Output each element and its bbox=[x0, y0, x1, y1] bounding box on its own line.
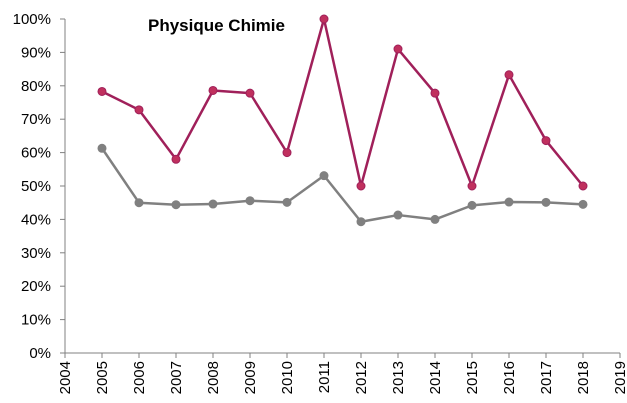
series-1-point bbox=[578, 181, 588, 191]
y-tick-label: 60% bbox=[21, 145, 51, 162]
x-tick-label: 2006 bbox=[131, 361, 148, 394]
series-1-line bbox=[101, 17, 584, 188]
x-tick-label: 2014 bbox=[427, 361, 444, 394]
series-1-point bbox=[319, 14, 329, 24]
data-series bbox=[97, 14, 588, 227]
series-2-line bbox=[100, 147, 584, 223]
series-2-point bbox=[356, 217, 366, 227]
series-1-point bbox=[541, 136, 551, 146]
x-tick-label: 2008 bbox=[205, 361, 222, 394]
series-1-point bbox=[467, 181, 477, 191]
x-tick-label: 2017 bbox=[538, 361, 555, 394]
series-2-point bbox=[245, 196, 255, 206]
series-2-point bbox=[430, 214, 440, 224]
x-tick-label: 2010 bbox=[279, 361, 296, 394]
x-tick-label: 2004 bbox=[57, 361, 74, 394]
x-tick-label: 2009 bbox=[242, 361, 259, 394]
x-tick-label: 2018 bbox=[575, 361, 592, 394]
series-2-point bbox=[578, 199, 588, 209]
series-2-point bbox=[282, 197, 292, 207]
series-2-point bbox=[504, 197, 514, 207]
series-2-point bbox=[97, 143, 107, 153]
series-1-point bbox=[356, 181, 366, 191]
y-tick-label: 70% bbox=[21, 111, 51, 128]
x-tick-label: 2013 bbox=[390, 361, 407, 394]
y-tick-label: 30% bbox=[21, 245, 51, 262]
x-tick-label: 2005 bbox=[94, 361, 111, 394]
series-2-point bbox=[134, 198, 144, 208]
series-2-point bbox=[319, 171, 329, 181]
x-tick-label: 2007 bbox=[168, 361, 185, 394]
series-1-point bbox=[134, 105, 144, 115]
y-tick-label: 20% bbox=[21, 278, 51, 295]
y-tick-label: 10% bbox=[21, 312, 51, 329]
x-tick-label: 2019 bbox=[612, 361, 627, 394]
series-1-point bbox=[208, 85, 218, 95]
y-tick-label: 100% bbox=[13, 11, 51, 28]
series-1-point bbox=[171, 154, 181, 164]
tick-labels: 0% 10% 20% 30% 40% 50% 60% 70% 80% 90% 100% 2004 200… bbox=[13, 11, 627, 394]
x-tick-label: 2016 bbox=[501, 361, 518, 394]
series-1-point bbox=[393, 44, 403, 54]
y-tick-label: 40% bbox=[21, 211, 51, 228]
y-tick-label: 50% bbox=[21, 178, 51, 195]
series-2-point bbox=[541, 197, 551, 207]
series-2-point bbox=[208, 199, 218, 209]
y-tick-label: 90% bbox=[21, 44, 51, 61]
x-tick-label: 2012 bbox=[353, 361, 370, 394]
series-2-point bbox=[171, 200, 181, 210]
x-tick-label: 2011 bbox=[316, 361, 333, 393]
y-tick-label: 80% bbox=[21, 78, 51, 95]
series-1-point bbox=[245, 88, 255, 98]
series-1-point bbox=[504, 70, 514, 80]
axes bbox=[60, 18, 621, 358]
y-tick-label: 0% bbox=[29, 345, 51, 362]
series-1-point bbox=[430, 88, 440, 98]
chart-title: Physique Chimie bbox=[148, 16, 285, 35]
series-2-point bbox=[393, 210, 403, 220]
x-tick-label: 2015 bbox=[464, 361, 481, 394]
series-2-point bbox=[467, 200, 477, 210]
series-1-point bbox=[97, 86, 107, 96]
series-1-point bbox=[282, 148, 292, 158]
